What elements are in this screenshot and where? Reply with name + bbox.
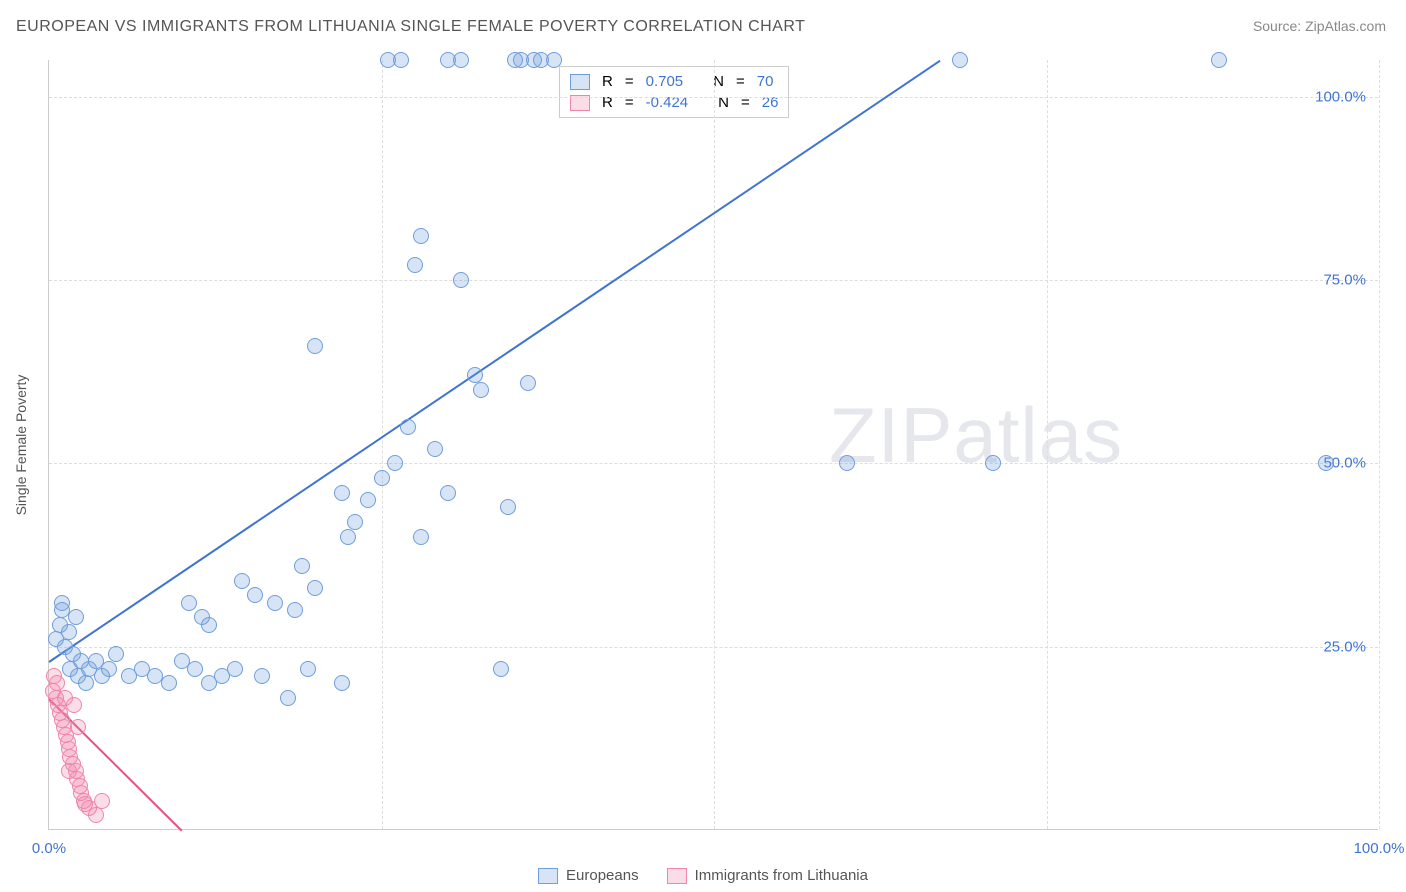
scatter-point <box>427 441 443 457</box>
xtick-label: 100.0% <box>1354 840 1405 857</box>
equals: = <box>625 73 634 90</box>
swatch-europeans-bottom <box>538 868 558 884</box>
scatter-point <box>181 595 197 611</box>
scatter-point <box>413 529 429 545</box>
gridline-v <box>1379 60 1380 829</box>
scatter-point <box>500 499 516 515</box>
scatter-point <box>393 52 409 68</box>
legend-label-europeans: Europeans <box>566 867 639 884</box>
n-value-europeans: 70 <box>757 73 774 90</box>
scatter-point <box>307 338 323 354</box>
legend-row-europeans: R = 0.705 N = 70 <box>570 71 778 92</box>
scatter-point <box>493 661 509 677</box>
scatter-point <box>300 661 316 677</box>
swatch-europeans <box>570 74 590 90</box>
scatter-point <box>453 272 469 288</box>
scatter-point <box>453 52 469 68</box>
scatter-point <box>66 697 82 713</box>
scatter-point <box>334 485 350 501</box>
equals: = <box>736 73 745 90</box>
scatter-point <box>94 793 110 809</box>
scatter-point <box>78 675 94 691</box>
scatter-point <box>387 455 403 471</box>
scatter-point <box>227 661 243 677</box>
scatter-point <box>546 52 562 68</box>
scatter-point <box>234 573 250 589</box>
scatter-point <box>70 719 86 735</box>
r-label: R <box>602 73 613 90</box>
plot-area: Single Female Poverty ZIPatlas R = 0.705… <box>48 60 1378 830</box>
trend-line <box>48 60 940 663</box>
watermark: ZIPatlas <box>829 390 1123 481</box>
scatter-point <box>267 595 283 611</box>
scatter-point <box>520 375 536 391</box>
ytick-label: 75.0% <box>1323 272 1366 289</box>
scatter-point <box>88 807 104 823</box>
scatter-point <box>1211 52 1227 68</box>
r-value-europeans: 0.705 <box>646 73 684 90</box>
scatter-point <box>374 470 390 486</box>
watermark-rest: atlas <box>953 391 1123 479</box>
scatter-point <box>61 624 77 640</box>
scatter-point <box>1318 455 1334 471</box>
source-label: Source: <box>1253 18 1301 34</box>
chart-title: EUROPEAN VS IMMIGRANTS FROM LITHUANIA SI… <box>16 18 805 36</box>
scatter-point <box>254 668 270 684</box>
legend-row-lithuania: R = -0.424 N = 26 <box>570 92 778 113</box>
legend-item-lithuania: Immigrants from Lithuania <box>667 867 868 884</box>
scatter-point <box>187 661 203 677</box>
scatter-point <box>360 492 376 508</box>
correlation-legend: R = 0.705 N = 70 R = -0.424 N = 26 <box>559 66 789 118</box>
scatter-point <box>467 367 483 383</box>
scatter-point <box>101 661 117 677</box>
scatter-point <box>49 675 65 691</box>
legend-item-europeans: Europeans <box>538 867 639 884</box>
gridline-v <box>714 60 715 829</box>
scatter-point <box>307 580 323 596</box>
gridline-v <box>382 60 383 829</box>
scatter-point <box>407 257 423 273</box>
scatter-point <box>347 514 363 530</box>
xtick-label: 0.0% <box>32 840 66 857</box>
y-axis-label: Single Female Poverty <box>13 374 29 515</box>
scatter-point <box>280 690 296 706</box>
scatter-point <box>201 617 217 633</box>
scatter-point <box>294 558 310 574</box>
scatter-point <box>839 455 855 471</box>
scatter-point <box>400 419 416 435</box>
ytick-label: 100.0% <box>1315 88 1366 105</box>
scatter-point <box>473 382 489 398</box>
scatter-point <box>440 485 456 501</box>
scatter-point <box>985 455 1001 471</box>
scatter-point <box>340 529 356 545</box>
ytick-label: 25.0% <box>1323 638 1366 655</box>
source-attribution: Source: ZipAtlas.com <box>1253 18 1386 34</box>
legend-label-lithuania: Immigrants from Lithuania <box>695 867 868 884</box>
gridline-v <box>1047 60 1048 829</box>
scatter-point <box>61 763 77 779</box>
scatter-point <box>287 602 303 618</box>
scatter-point <box>108 646 124 662</box>
scatter-point <box>413 228 429 244</box>
scatter-point <box>247 587 263 603</box>
scatter-point <box>952 52 968 68</box>
scatter-point <box>334 675 350 691</box>
swatch-lithuania-bottom <box>667 868 687 884</box>
source-value: ZipAtlas.com <box>1305 18 1386 34</box>
scatter-point <box>161 675 177 691</box>
scatter-point <box>54 595 70 611</box>
series-legend: Europeans Immigrants from Lithuania <box>538 867 868 884</box>
scatter-point <box>68 609 84 625</box>
